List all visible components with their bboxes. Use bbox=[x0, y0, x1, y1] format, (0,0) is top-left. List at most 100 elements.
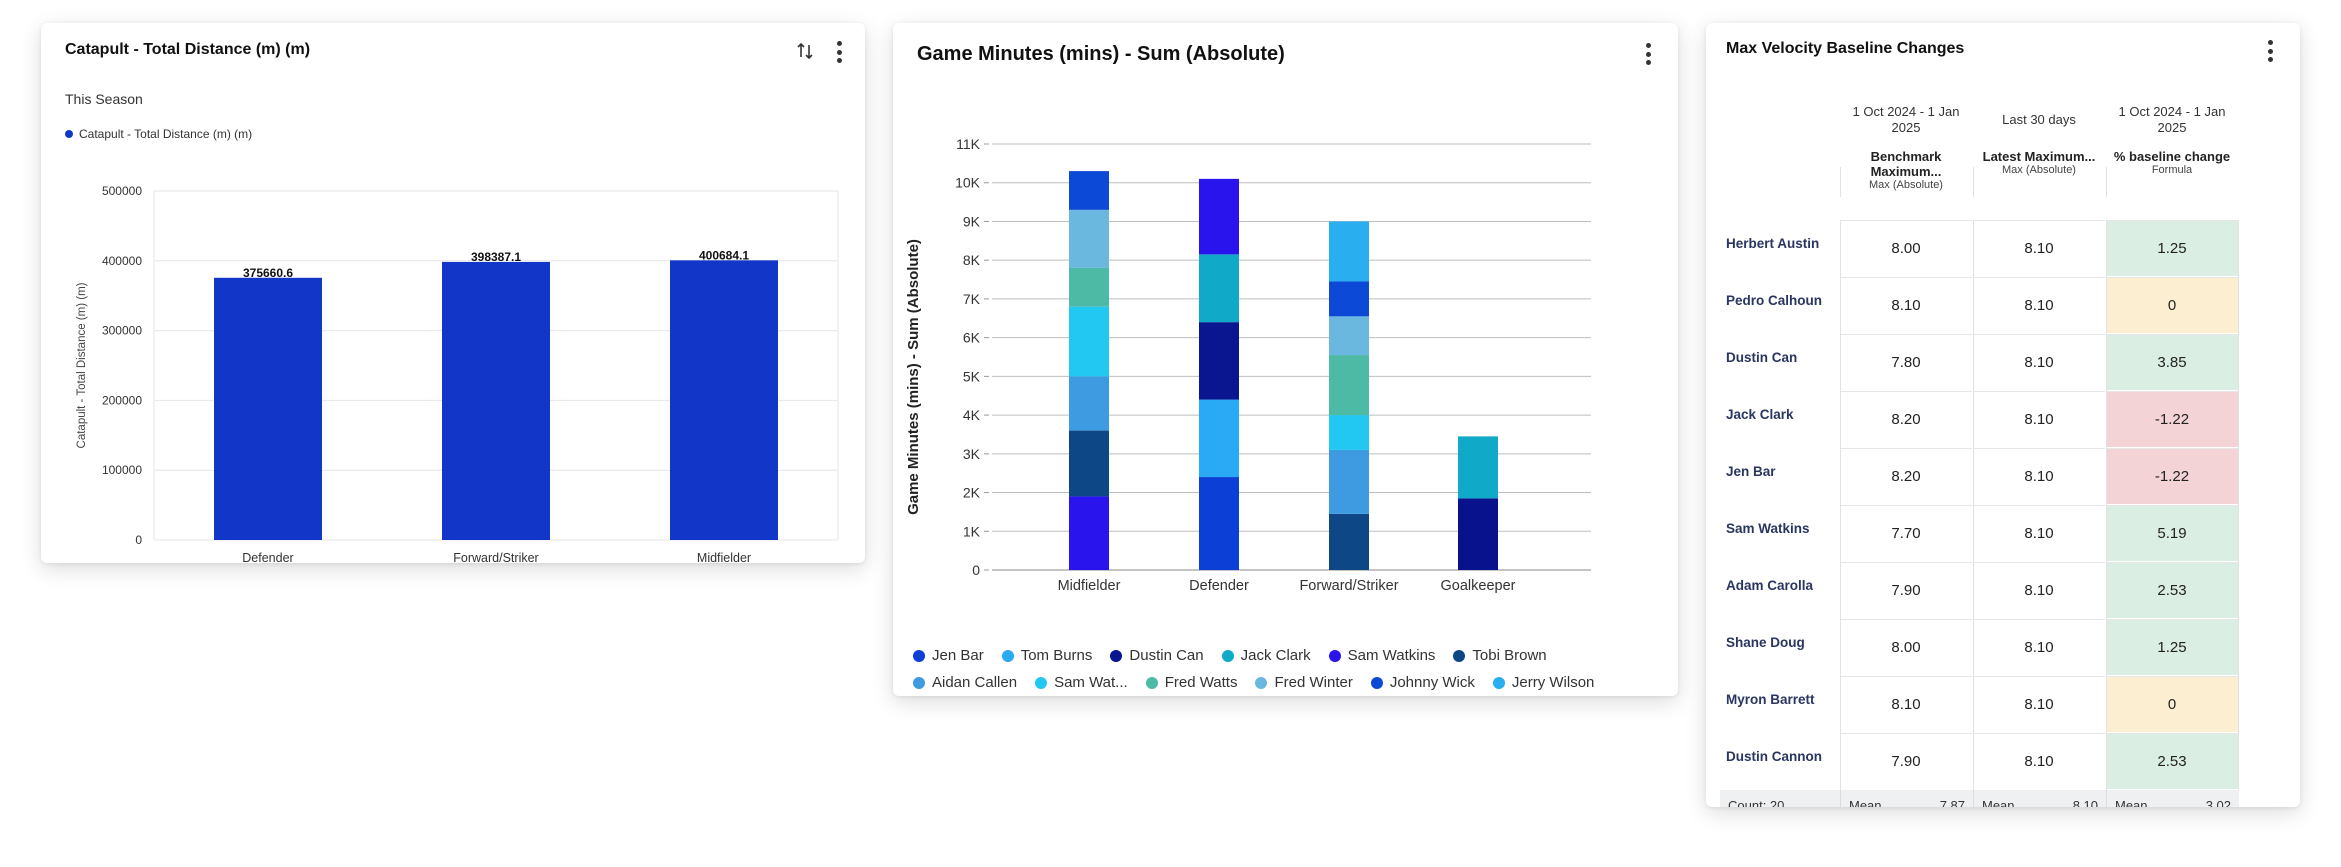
legend-item[interactable]: Aidan Callen bbox=[913, 674, 1017, 691]
stack-segment bbox=[1069, 496, 1109, 570]
stack-segment bbox=[1199, 322, 1239, 400]
player-name[interactable]: Dustin Can bbox=[1726, 350, 1798, 365]
legend-item[interactable]: Jen Bar bbox=[913, 647, 984, 664]
player-name[interactable]: Dustin Cannon bbox=[1726, 749, 1822, 764]
legend-label: Catapult - Total Distance (m) (m) bbox=[79, 127, 253, 141]
y-tick-label: 4K bbox=[963, 407, 981, 423]
column-header[interactable]: Latest Maximum... Max (Absolute) bbox=[1973, 149, 2105, 203]
legend-item[interactable]: Tom Burns bbox=[1001, 647, 1092, 664]
baseline-change-cell: 3.85 bbox=[2106, 334, 2238, 390]
value-cell: 8.10 bbox=[1973, 619, 2105, 675]
legend-label: Dustin Can bbox=[1129, 647, 1204, 664]
stack-segment bbox=[1329, 355, 1369, 416]
footer-label: Mean bbox=[2115, 797, 2148, 808]
column-divider bbox=[2106, 220, 2107, 790]
table-row: Jack Clark 8.20 8.10 -1.22 bbox=[1720, 391, 2270, 448]
legend-item[interactable]: Jerry Wilson bbox=[1492, 674, 1594, 691]
baseline-change-cell: 2.53 bbox=[2106, 562, 2238, 618]
player-name[interactable]: Sam Watkins bbox=[1726, 521, 1810, 536]
baseline-change-cell: 0 bbox=[2106, 277, 2238, 333]
y-tick-label: 0 bbox=[972, 562, 980, 578]
legend-item[interactable]: Johnny Wick bbox=[1370, 674, 1475, 691]
player-name[interactable]: Shane Doug bbox=[1726, 635, 1805, 650]
bar-midfielder bbox=[670, 260, 778, 540]
legend-item[interactable]: Tobi Brown bbox=[1453, 647, 1547, 664]
y-tick-label: 400000 bbox=[102, 254, 142, 268]
stack-segment bbox=[1199, 178, 1239, 255]
player-name[interactable]: Pedro Calhoun bbox=[1726, 293, 1823, 308]
column-header[interactable]: Benchmark Maximum... Max (Absolute) bbox=[1840, 149, 1972, 203]
baseline-change-cell: 1.25 bbox=[2106, 220, 2238, 276]
value-cell: 8.10 bbox=[1973, 448, 2105, 504]
player-name[interactable]: Adam Carolla bbox=[1726, 578, 1814, 593]
kebab-menu-icon[interactable] bbox=[1640, 40, 1656, 68]
value-cell: 7.90 bbox=[1840, 733, 1972, 789]
y-tick-label: 2K bbox=[963, 485, 981, 501]
stack-segment bbox=[1329, 221, 1369, 282]
total-distance-card: Catapult - Total Distance (m) (m) This S… bbox=[41, 23, 865, 563]
baseline-change-cell: -1.22 bbox=[2106, 391, 2238, 447]
value-cell: 8.20 bbox=[1840, 391, 1972, 447]
legend-dot bbox=[1492, 676, 1505, 689]
x-tick-label: Forward/Striker bbox=[453, 551, 538, 563]
legend-item[interactable]: Dustin Can bbox=[1110, 647, 1204, 664]
baseline-change-cell: 5.19 bbox=[2106, 505, 2238, 561]
kebab-menu-icon[interactable] bbox=[2262, 37, 2278, 65]
x-tick-label: Forward/Striker bbox=[1299, 578, 1398, 594]
value-cell: 8.10 bbox=[1973, 505, 2105, 561]
table-row: Myron Barrett 8.10 8.10 0 bbox=[1720, 676, 2270, 733]
legend-dot bbox=[913, 649, 925, 662]
column-title: Benchmark Maximum... bbox=[1870, 149, 1942, 179]
y-tick-label: 100000 bbox=[102, 463, 142, 477]
table-row: Jen Bar 8.20 8.10 -1.22 bbox=[1720, 448, 2270, 505]
legend-item[interactable]: Jack Clark bbox=[1221, 647, 1311, 664]
sort-icon[interactable] bbox=[795, 41, 815, 61]
table-row: Sam Watkins 7.70 8.10 5.19 bbox=[1720, 505, 2270, 562]
legend-item[interactable]: Fred Watts bbox=[1145, 674, 1237, 691]
baseline-change-cell: 0 bbox=[2106, 676, 2238, 732]
table-row: Dustin Can 7.80 8.10 3.85 bbox=[1720, 334, 2270, 391]
card-title: Max Velocity Baseline Changes bbox=[1726, 40, 1965, 57]
stack-segment bbox=[1069, 267, 1109, 307]
legend-item[interactable]: Sam Watkins bbox=[1328, 647, 1435, 664]
y-tick-label: 7K bbox=[963, 291, 981, 307]
table-row: Shane Doug 8.00 8.10 1.25 bbox=[1720, 619, 2270, 676]
game-minutes-card: Game Minutes (mins) - Sum (Absolute) 0 1K… bbox=[893, 23, 1678, 696]
kebab-menu-icon[interactable] bbox=[831, 38, 847, 66]
legend-label: Aidan Callen bbox=[932, 674, 1018, 691]
player-name[interactable]: Herbert Austin bbox=[1726, 236, 1820, 251]
legend-dot bbox=[1035, 676, 1048, 689]
stack-segment bbox=[1069, 171, 1109, 210]
stack-segment bbox=[1069, 209, 1109, 268]
chart-legend: Jen Bar Tom Burns Dustin Can Jack Clark Sam … bbox=[913, 647, 1663, 691]
legend-label: Sam Wat... bbox=[1054, 674, 1128, 691]
legend-label: Jack Clark bbox=[1240, 647, 1311, 664]
stack-segment bbox=[1329, 281, 1369, 317]
stack-segment bbox=[1458, 436, 1498, 499]
velocity-table: 1 Oct 2024 - 1 Jan 2025 Benchmark Maximum… bbox=[1720, 91, 2270, 807]
stack-segment bbox=[1329, 316, 1369, 356]
chart-subtitle: This Season bbox=[65, 91, 143, 107]
column-date-range: 1 Oct 2024 - 1 Jan 2025 bbox=[1852, 104, 1960, 135]
y-tick-label: 10K bbox=[955, 175, 981, 191]
value-cell: 8.10 bbox=[1973, 733, 2105, 789]
legend-item[interactable]: Fred Winter bbox=[1255, 674, 1353, 691]
legend-dot bbox=[1255, 676, 1268, 689]
value-cell: 8.10 bbox=[1973, 334, 2105, 390]
player-name[interactable]: Myron Barrett bbox=[1726, 692, 1815, 707]
value-cell: 8.10 bbox=[1973, 277, 2105, 333]
column-subtitle: Formula bbox=[2151, 164, 2193, 176]
value-cell: 8.10 bbox=[1973, 220, 2105, 276]
table-row: Dustin Cannon 7.90 8.10 2.53 bbox=[1720, 733, 2270, 790]
player-name[interactable]: Jen Bar bbox=[1726, 464, 1776, 479]
legend-label: Fred Winter bbox=[1274, 674, 1353, 691]
legend-label: Tobi Brown bbox=[1472, 647, 1547, 664]
card-title: Game Minutes (mins) - Sum (Absolute) bbox=[917, 43, 1285, 65]
player-name[interactable]: Jack Clark bbox=[1726, 407, 1794, 422]
legend-item[interactable]: Sam Wat... bbox=[1035, 674, 1128, 691]
column-header[interactable]: % baseline change Formula bbox=[2106, 149, 2238, 203]
column-date-range: Last 30 days bbox=[2002, 112, 2076, 127]
bar-forward-striker bbox=[442, 261, 550, 540]
value-cell: 8.00 bbox=[1840, 220, 1972, 276]
column-date-range: 1 Oct 2024 - 1 Jan 2025 bbox=[2118, 104, 2226, 135]
